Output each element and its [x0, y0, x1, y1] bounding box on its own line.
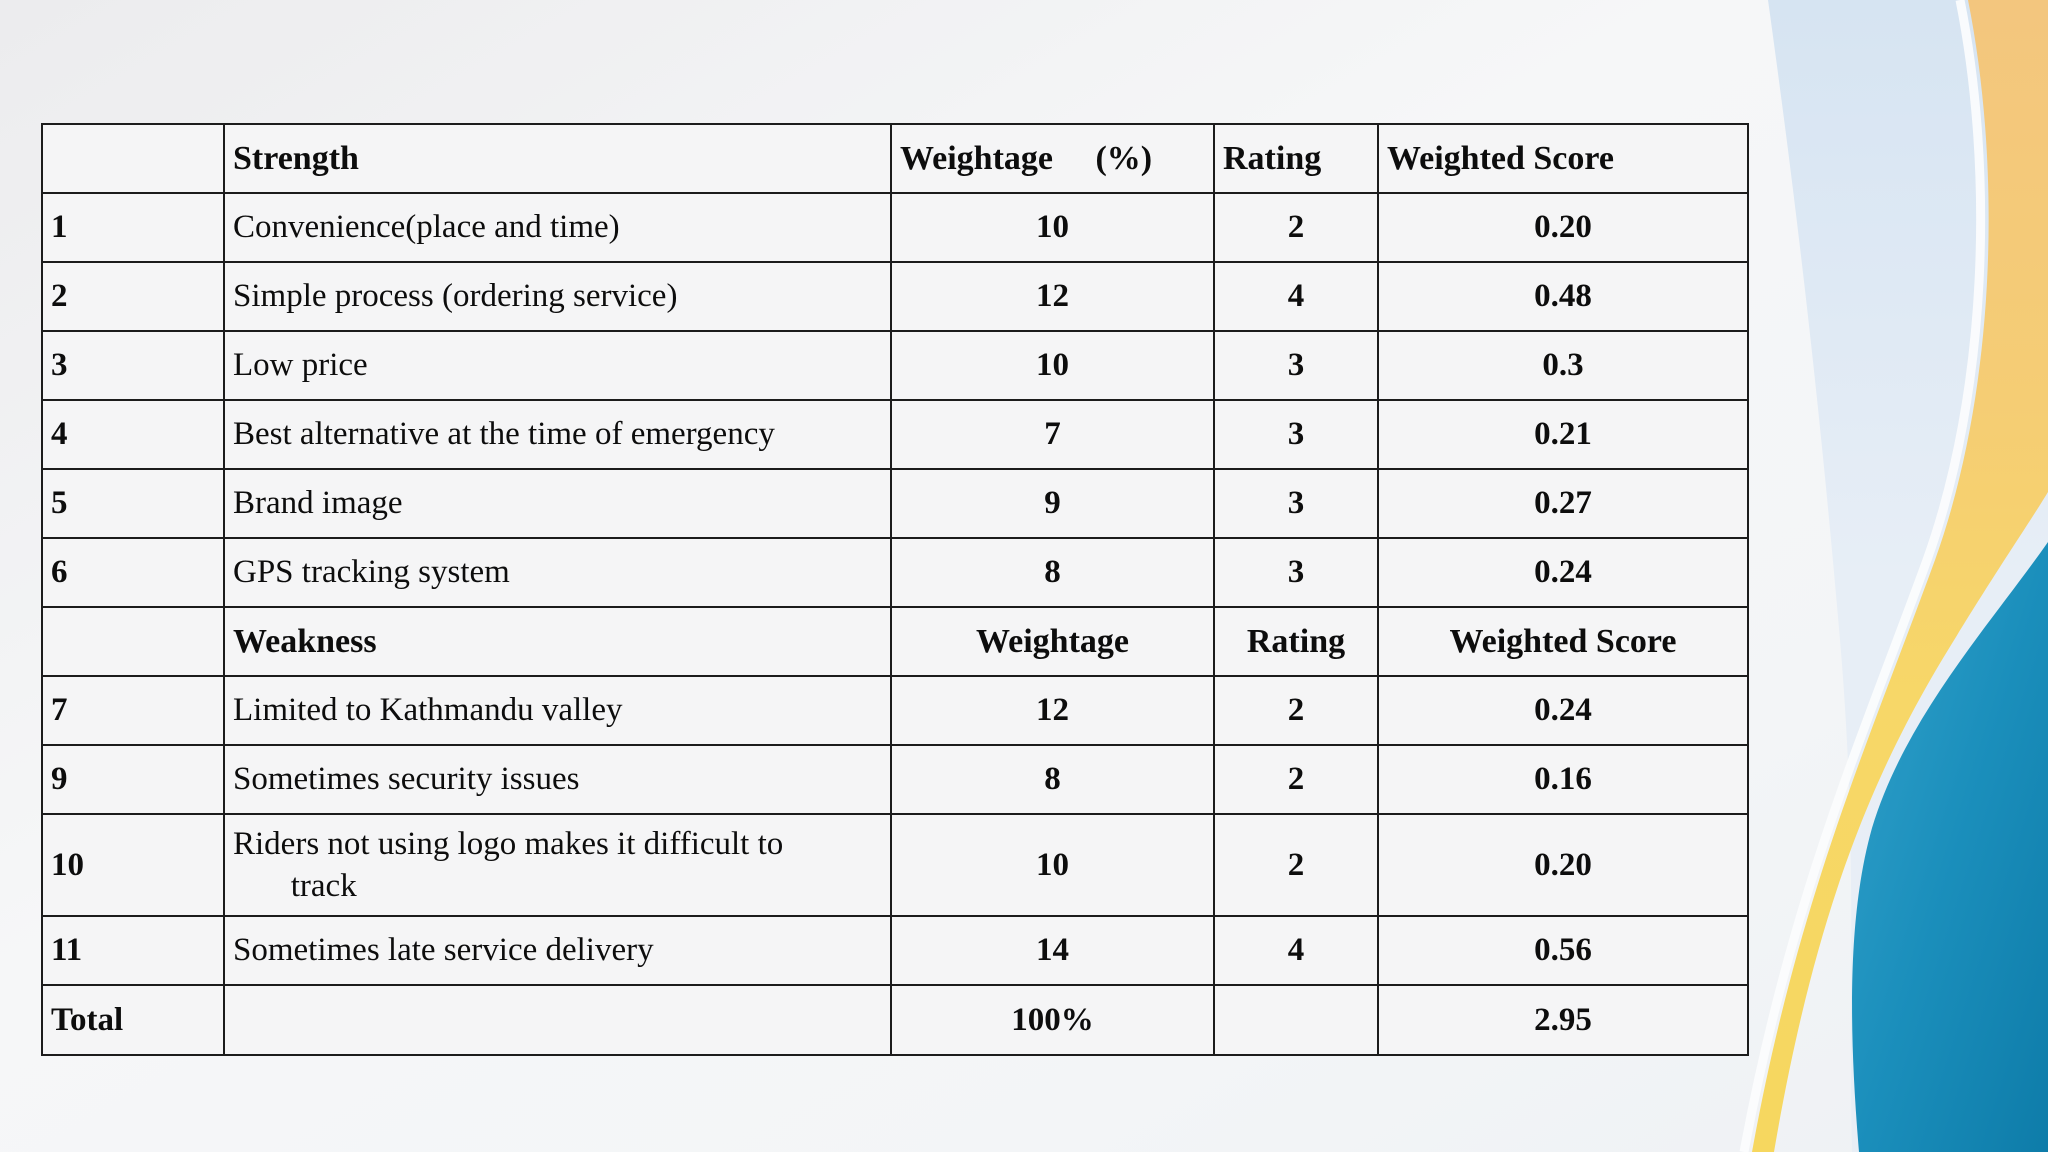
score-cell: 0.20 [1377, 192, 1749, 263]
rating-cell: 4 [1213, 915, 1379, 986]
rating-cell: 3 [1213, 537, 1379, 608]
description-cell: Low price [223, 330, 892, 401]
weightage-cell: 9 [890, 468, 1215, 539]
weakness-header-row: Weakness Weightage Rating Weighted Score [41, 606, 1749, 677]
rating-cell: 2 [1213, 813, 1379, 917]
teal-blob [1852, 542, 2048, 1152]
description-cell: Sometimes late service delivery [223, 915, 892, 986]
rating-cell: 3 [1213, 399, 1379, 470]
score-cell: 0.20 [1377, 813, 1749, 917]
weightage-cell: 10 [890, 813, 1215, 917]
weighted-score-header-cell: Weighted Score [1377, 123, 1749, 194]
weightage-header-cell: Weightage (%) [890, 123, 1215, 194]
row-number-cell: 9 [41, 744, 225, 815]
weightage-header-cell: Weightage [890, 606, 1215, 677]
description-cell: Limited to Kathmandu valley [223, 675, 892, 746]
description-cell: Best alternative at the time of emergenc… [223, 399, 892, 470]
table-row: 10 Riders not using logo makes it diffic… [41, 813, 1749, 917]
rating-header-cell: Rating [1213, 606, 1379, 677]
score-cell: 0.48 [1377, 261, 1749, 332]
description-cell: Riders not using logo makes it difficult… [223, 813, 892, 917]
rating-cell: 2 [1213, 675, 1379, 746]
score-cell: 0.24 [1377, 675, 1749, 746]
row-number-cell: 2 [41, 261, 225, 332]
orange-yellow-band [1752, 0, 2048, 1152]
score-cell: 0.21 [1377, 399, 1749, 470]
weightage-cell: 8 [890, 744, 1215, 815]
rating-cell: 3 [1213, 468, 1379, 539]
weightage-cell: 12 [890, 261, 1215, 332]
score-cell: 0.24 [1377, 537, 1749, 608]
weightage-cell: 12 [890, 675, 1215, 746]
score-cell: 0.27 [1377, 468, 1749, 539]
score-cell: 0.16 [1377, 744, 1749, 815]
description-cell: GPS tracking system [223, 537, 892, 608]
description-cell: Simple process (ordering service) [223, 261, 892, 332]
row-number-cell: 3 [41, 330, 225, 401]
weightage-cell: 10 [890, 192, 1215, 263]
table-row: 5 Brand image 9 3 0.27 [41, 468, 1749, 539]
table-row: 4 Best alternative at the time of emerge… [41, 399, 1749, 470]
strength-header-row: Strength Weightage (%) Rating Weighted S… [41, 123, 1749, 194]
white-edge-curve [1739, 0, 1986, 1152]
strength-header-cell: Strength [223, 123, 892, 194]
rating-cell: 4 [1213, 261, 1379, 332]
description-cell: Brand image [223, 468, 892, 539]
rating-cell: 2 [1213, 192, 1379, 263]
weightage-cell: 8 [890, 537, 1215, 608]
table-row: 1 Convenience(place and time) 10 2 0.20 [41, 192, 1749, 263]
corner-cell [41, 606, 225, 677]
rating-cell: 3 [1213, 330, 1379, 401]
description-cell [223, 984, 892, 1056]
row-number-cell: 5 [41, 468, 225, 539]
rating-header-cell: Rating [1213, 123, 1379, 194]
weakness-header-cell: Weakness [223, 606, 892, 677]
row-number-cell: 6 [41, 537, 225, 608]
table-row: 11 Sometimes late service delivery 14 4 … [41, 915, 1749, 986]
rating-cell: 2 [1213, 744, 1379, 815]
score-cell: 0.3 [1377, 330, 1749, 401]
table-row: 6 GPS tracking system 8 3 0.24 [41, 537, 1749, 608]
total-score-cell: 2.95 [1377, 984, 1749, 1056]
total-weightage-cell: 100% [890, 984, 1215, 1056]
total-rating-cell [1213, 984, 1379, 1056]
row-number-cell: 7 [41, 675, 225, 746]
row-number-cell: 11 [41, 915, 225, 986]
total-label-cell: Total [41, 984, 225, 1056]
weightage-cell: 14 [890, 915, 1215, 986]
weightage-cell: 10 [890, 330, 1215, 401]
description-cell: Convenience(place and time) [223, 192, 892, 263]
total-row: Total 100% 2.95 [41, 984, 1749, 1056]
row-number-cell: 10 [41, 813, 225, 917]
score-cell: 0.56 [1377, 915, 1749, 986]
table-row: 7 Limited to Kathmandu valley 12 2 0.24 [41, 675, 1749, 746]
row-number-cell: 4 [41, 399, 225, 470]
row-number-cell: 1 [41, 192, 225, 263]
weightage-cell: 7 [890, 399, 1215, 470]
weighted-score-header-cell: Weighted Score [1377, 606, 1749, 677]
table-row: 9 Sometimes security issues 8 2 0.16 [41, 744, 1749, 815]
corner-cell [41, 123, 225, 194]
description-cell: Sometimes security issues [223, 744, 892, 815]
swot-weighted-score-table: Strength Weightage (%) Rating Weighted S… [41, 123, 1749, 1056]
table-row: 2 Simple process (ordering service) 12 4… [41, 261, 1749, 332]
table-row: 3 Low price 10 3 0.3 [41, 330, 1749, 401]
